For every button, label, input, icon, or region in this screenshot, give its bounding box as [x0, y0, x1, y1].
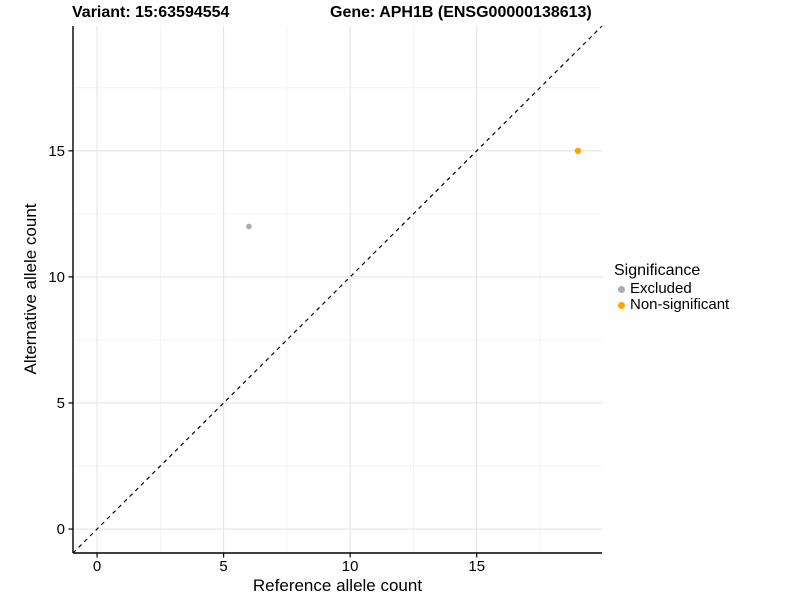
- tick-marks: [68, 150, 478, 558]
- y-tick-label: 5: [57, 395, 65, 412]
- legend-item-label: Non-significant: [630, 296, 730, 313]
- y-tick-label: 10: [48, 269, 65, 286]
- grid-major: [73, 26, 602, 553]
- y-tick-label: 0: [57, 521, 65, 538]
- identity-line: [72, 25, 603, 554]
- x-tick-label: 0: [93, 558, 101, 575]
- points-group: [246, 147, 582, 230]
- legend-key-dot-non-significant: [618, 301, 625, 309]
- data-point-non-significant: [574, 147, 582, 155]
- x-tick-label: 15: [468, 558, 485, 575]
- variant-title: Variant: 15:63594554: [72, 4, 230, 21]
- data-point-excluded: [246, 223, 252, 230]
- legend: Significance Excluded Non-significant: [614, 261, 729, 313]
- x-axis-title: Reference allele count: [252, 576, 423, 595]
- x-tick-label: 5: [219, 558, 227, 575]
- legend-item-non-significant: Non-significant: [614, 297, 729, 313]
- gene-title: Gene: APH1B (ENSG00000138613): [330, 4, 592, 21]
- legend-item-excluded: Excluded: [614, 281, 729, 297]
- tick-labels: 0 5 10 15 0 5 10 15: [48, 143, 485, 575]
- y-tick-label: 15: [48, 143, 65, 160]
- y-axis-title: Alternative allele count: [21, 203, 40, 375]
- legend-item-label: Excluded: [630, 280, 692, 297]
- legend-key-dot-excluded: [618, 285, 625, 293]
- x-tick-label: 10: [342, 558, 359, 575]
- legend-title: Significance: [614, 262, 701, 279]
- axis-lines: [72, 26, 602, 554]
